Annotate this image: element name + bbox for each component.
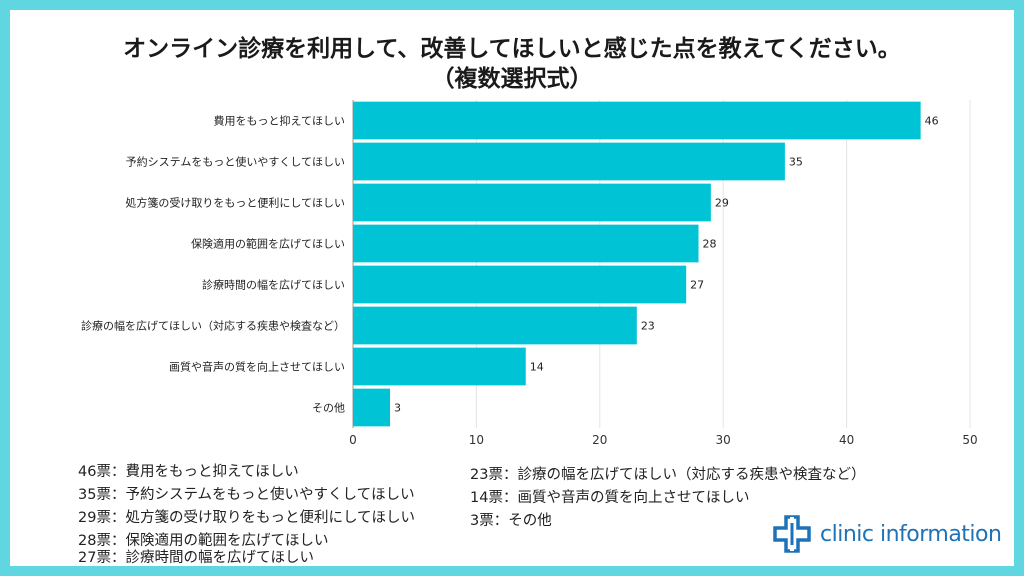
- x-tick-label: 10: [469, 433, 484, 447]
- x-tick-label: 0: [349, 433, 357, 447]
- data-label: 46: [925, 115, 939, 128]
- legend-item: 27票：診療時間の幅を広げてほしい: [78, 550, 314, 566]
- title-line-1: オンライン診療を利用して、改善してほしいと感じた点を教えてください。: [123, 36, 901, 62]
- legend-item: 14票：画質や音声の質を向上させてほしい: [470, 490, 750, 506]
- title-line-2: （複数選択式）: [431, 66, 593, 92]
- data-label: 29: [715, 197, 729, 210]
- bar: [353, 306, 637, 345]
- category-label: 費用をもっと抑えてほしい: [214, 114, 345, 128]
- chart-title: オンライン診療を利用して、改善してほしいと感じた点を教えてください。 （複数選択…: [10, 34, 1014, 94]
- bar: [353, 142, 785, 181]
- category-label: 予約システムをもっと使いやすくしてほしい: [126, 155, 345, 169]
- clinic-information-logo: clinic information: [772, 510, 1002, 558]
- legend-item: 3票：その他: [470, 513, 552, 529]
- logo-text: clinic information: [820, 521, 1002, 547]
- category-label: その他: [312, 402, 345, 415]
- data-label: 3: [394, 402, 401, 415]
- data-label: 28: [703, 238, 717, 251]
- legend-item: 29票：処方箋の受け取りをもっと便利にしてほしい: [78, 510, 416, 526]
- category-label: 画質や音声の質を向上させてほしい: [169, 360, 345, 374]
- category-label: 処方箋の受け取りをもっと便利にしてほしい: [125, 196, 345, 210]
- legend-item: 46票：費用をもっと抑えてほしい: [78, 464, 299, 480]
- legend-left: 46票：費用をもっと抑えてほしい 35票：予約システムをもっと使いやすくしてほしい…: [78, 464, 415, 567]
- bar: [353, 265, 687, 304]
- category-label: 診療時間の幅を広げてほしい: [202, 278, 345, 292]
- legend-item: 23票：診療の幅を広げてほしい（対応する疾患や検査など）: [470, 467, 866, 483]
- category-label: 保険適用の範囲を広げてほしい: [191, 237, 345, 251]
- bar-chart: 0 10 20 30 40 50 費用をもっと抑えてほしい 46 予約システムをもっと使いやすく…: [81, 100, 978, 447]
- data-label: 27: [690, 279, 704, 292]
- bar: [353, 388, 391, 427]
- x-tick-label: 20: [592, 433, 607, 447]
- data-label: 14: [530, 361, 544, 374]
- data-label: 35: [789, 156, 803, 169]
- legend-item: 28票：保険適用の範囲を広げてほしい: [78, 533, 329, 549]
- bar: [353, 347, 526, 386]
- x-tick-label: 30: [716, 433, 731, 447]
- category-label: 診療の幅を広げてほしい（対応する疾患や検査など）: [81, 319, 345, 333]
- medical-cross-icon: [773, 515, 811, 553]
- bar: [353, 183, 711, 222]
- legend-right: 23票：診療の幅を広げてほしい（対応する疾患や検査など） 14票：画質や音声の質を…: [470, 464, 865, 533]
- data-label: 23: [641, 320, 655, 333]
- x-tick-label: 50: [962, 433, 977, 447]
- x-tick-label: 40: [839, 433, 854, 447]
- legend-item: 35票：予約システムをもっと使いやすくしてほしい: [78, 487, 415, 503]
- bar: [353, 224, 699, 263]
- bar: [353, 101, 921, 140]
